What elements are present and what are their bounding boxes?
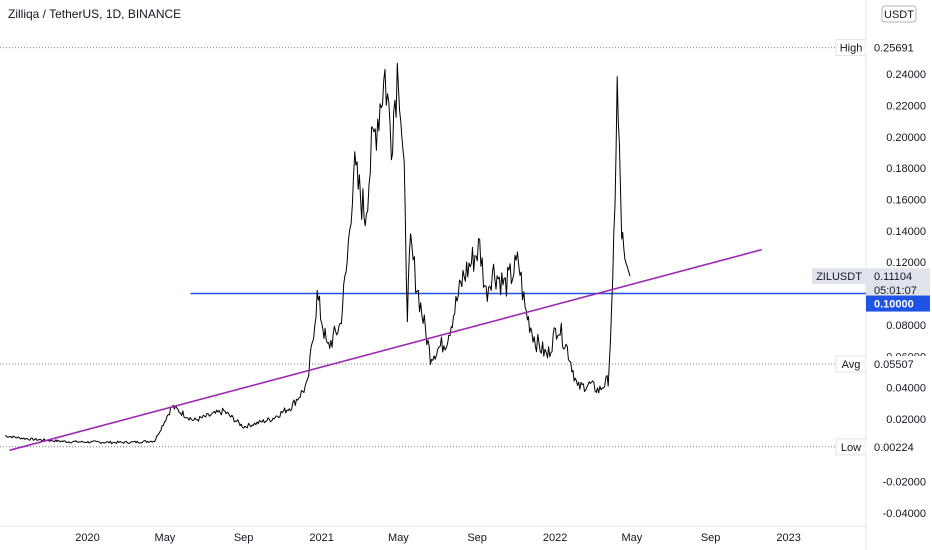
y-tick-label: 0.16000 [886, 195, 926, 207]
level-value: 0.00224 [874, 442, 914, 454]
last-price-value: 0.11104 [874, 271, 912, 283]
level-label: Low [841, 442, 861, 454]
x-tick-label: May [155, 532, 176, 544]
level-value-bg [866, 355, 930, 372]
level-value-bg [866, 39, 930, 56]
hline-price-tag [866, 295, 930, 312]
countdown-label: 05:01:07 [874, 285, 917, 297]
y-tick-label: 0.24000 [886, 69, 926, 81]
y-tick-label: -0.04000 [883, 508, 926, 520]
x-tick-label: Sep [701, 532, 721, 544]
symbol-tag-label: ZILUSDT [816, 271, 862, 283]
y-tick-label: -0.02000 [883, 477, 926, 489]
level-label: Avg [842, 359, 861, 371]
y-tick-label: 0.20000 [886, 132, 926, 144]
hline-price-value: 0.10000 [874, 299, 914, 311]
last-price-tag [866, 268, 930, 299]
level-label: High [840, 43, 863, 55]
x-tick-label: May [622, 532, 643, 544]
level-value: 0.05507 [874, 359, 914, 371]
level-value-bg [866, 438, 930, 455]
x-tick-label: 2022 [543, 532, 567, 544]
chart-title: Zilliqa / TetherUS, 1D, BINANCE [8, 7, 182, 21]
level-value: 0.25691 [874, 43, 914, 55]
y-tick-label: 0.08000 [886, 320, 926, 332]
y-tick-label: 0.14000 [886, 226, 926, 238]
x-tick-label: Sep [234, 532, 254, 544]
trend-line[interactable] [9, 248, 762, 452]
x-tick-label: 2021 [309, 532, 333, 544]
x-tick-label: 2023 [776, 532, 800, 544]
currency-badge-label: USDT [884, 9, 914, 21]
symbol-tag [812, 268, 866, 285]
y-tick-label: 0.22000 [886, 100, 926, 112]
y-tick-label: 0.02000 [886, 414, 926, 426]
x-tick-label: May [388, 532, 409, 544]
currency-badge[interactable] [881, 5, 917, 23]
x-tick-label: 2020 [75, 532, 99, 544]
price-series-line [5, 62, 631, 445]
y-tick-label: 0.04000 [886, 383, 926, 395]
x-tick-label: Sep [467, 532, 487, 544]
y-tick-label: 0.12000 [886, 257, 926, 269]
y-tick-label: 0.18000 [886, 163, 926, 175]
